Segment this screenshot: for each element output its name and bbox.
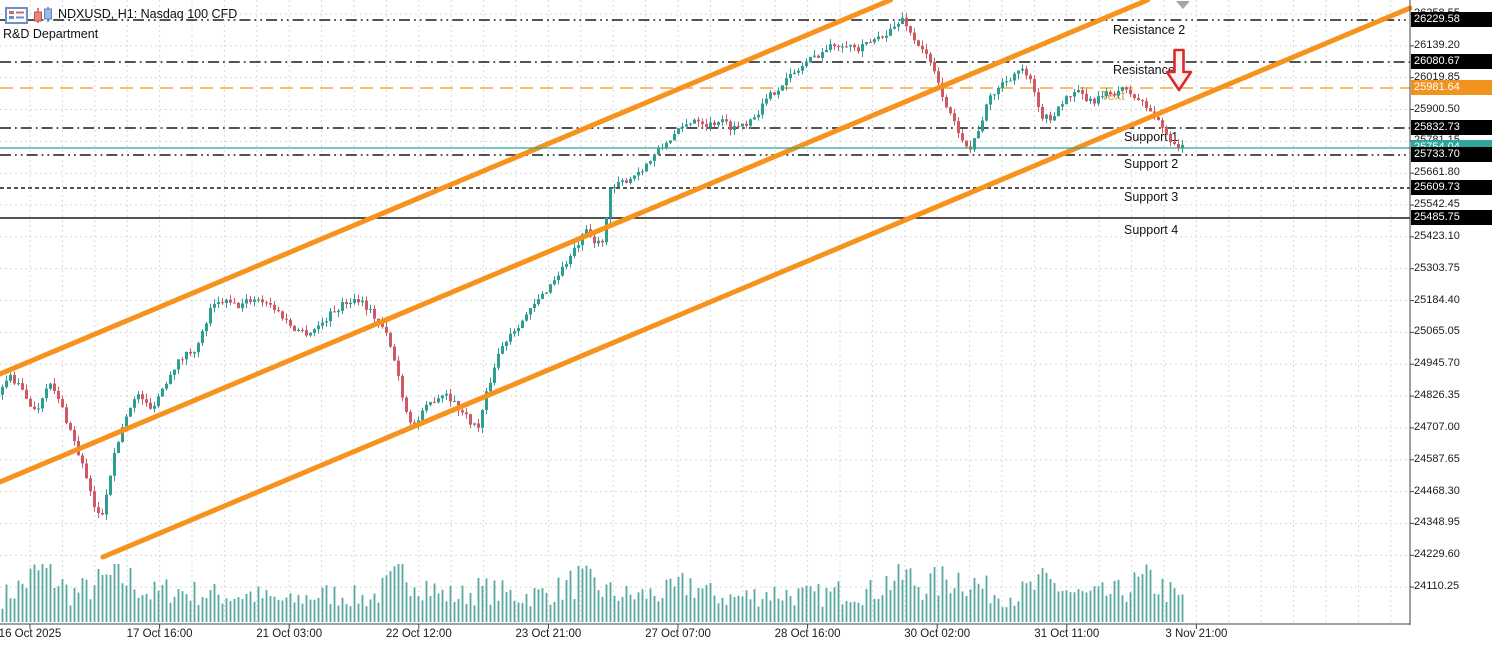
price-tick-label: 25542.45 (1414, 198, 1460, 211)
sell-arrow-icon[interactable] (1164, 48, 1194, 94)
price-tick-label: 26139.20 (1414, 38, 1460, 51)
time-tick-label: 28 Oct 16:00 (774, 628, 841, 640)
time-tick-label: 30 Oct 02:00 (904, 628, 971, 640)
price-tick-label: 25900.50 (1414, 102, 1460, 115)
price-tick-label: 24348.95 (1414, 516, 1460, 529)
time-tick-label: 23 Oct 21:00 (515, 628, 582, 640)
time-tick-label: 22 Oct 12:00 (385, 628, 452, 640)
object-anchor-icon (1176, 1, 1190, 9)
axis-price-box-resistance-2: 26229.58 (1411, 12, 1492, 27)
price-tick-label: 24707.00 (1414, 420, 1460, 433)
market-watch-icon (5, 7, 28, 24)
axis-price-box-support-2: 25733.70 (1411, 147, 1492, 162)
price-tick-label: 25661.80 (1414, 166, 1460, 179)
time-axis[interactable]: 16 Oct 2025 17 Oct 16:00 21 Oct 03:00 22 Oc… (0, 626, 1502, 645)
chart-subtitle: R&D Department (3, 27, 99, 41)
time-tick-label: 27 Oct 07:00 (645, 628, 711, 640)
axis-price-box-support-1: 25832.73 (1411, 120, 1492, 135)
time-tick-label: 3 Nov 21:00 (1165, 628, 1228, 640)
chart-title: NDXUSD, H1: Nasdaq 100 CFD (58, 7, 238, 21)
level-label-support-4[interactable]: Support 4 (1124, 223, 1179, 237)
price-tick-label: 24826.35 (1414, 389, 1460, 402)
level-label-support-2[interactable]: Support 2 (1124, 157, 1179, 171)
axis-price-box-resistance-1: 26080.67 (1411, 54, 1492, 69)
price-tick-label: 25065.05 (1414, 325, 1460, 338)
price-tick-label: 24229.60 (1414, 548, 1460, 561)
level-label-resistance-2[interactable]: Resistance 2 (1113, 23, 1186, 37)
price-tick-label: 26019.85 (1414, 70, 1460, 83)
level-label-support-1[interactable]: Support 1 (1124, 130, 1179, 144)
time-tick-label: 31 Oct 11:00 (1034, 628, 1100, 640)
axis-price-box-support-3: 25609.73 (1411, 180, 1492, 195)
axis-price-box-support-4: 25485.75 (1411, 210, 1492, 225)
time-tick-label: 21 Oct 03:00 (256, 628, 323, 640)
price-tick-label: 25184.40 (1414, 293, 1460, 306)
time-tick-label: 17 Oct 16:00 (126, 628, 193, 640)
bar-chart-icon (34, 7, 52, 23)
price-tick-label: 24587.65 (1414, 452, 1460, 465)
price-tick-label: 25423.10 (1414, 229, 1460, 242)
axis-price-box-orange-line: 25981.64 (1411, 80, 1492, 95)
level-label-support-3[interactable]: Support 3 (1124, 190, 1179, 204)
price-tick-label: 24945.70 (1414, 357, 1460, 370)
price-axis[interactable]: 26229.58 26080.67 25981.64 25832.73 2575… (1411, 0, 1502, 625)
price-tick-label: 24468.30 (1414, 484, 1460, 497)
time-tick-label: 16 Oct 2025 (0, 628, 62, 640)
price-tick-label: 24110.25 (1414, 580, 1460, 593)
price-tick-label: 25303.75 (1414, 261, 1460, 274)
